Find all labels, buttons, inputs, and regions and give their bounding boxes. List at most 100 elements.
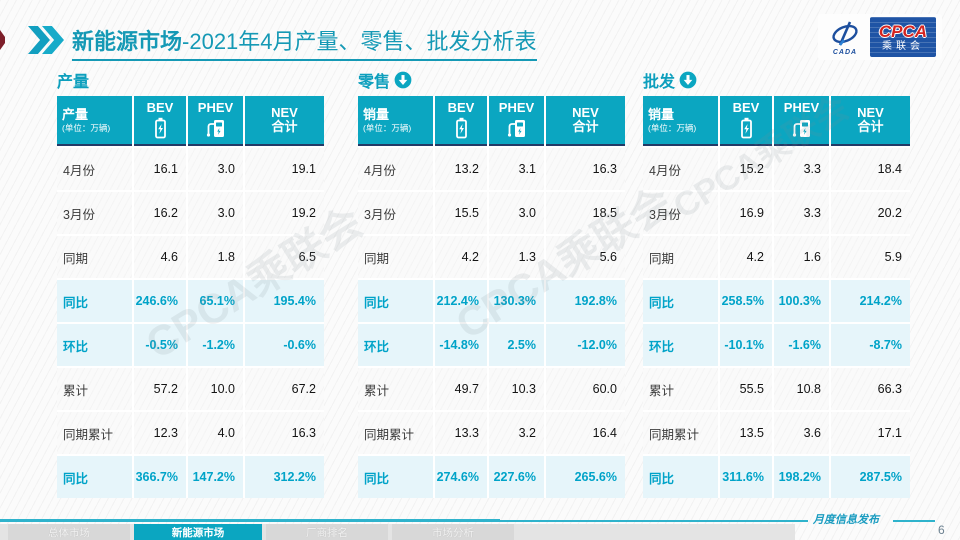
- cell-bev: 49.7: [435, 368, 487, 410]
- row-label: 3月份: [57, 192, 132, 234]
- row-label: 同期累计: [57, 412, 132, 454]
- bev-column-header: BEV: [134, 96, 186, 146]
- battery-icon: [155, 117, 166, 139]
- cell-nev: 16.4: [546, 412, 625, 454]
- cell-bev: -0.5%: [134, 324, 186, 366]
- nev-label-line2: 合计: [271, 119, 298, 134]
- production-section-title: 产量: [57, 68, 324, 92]
- corner-label: 销量: [648, 107, 675, 123]
- tab-market-analysis[interactable]: 市场分析: [392, 524, 514, 540]
- charging-pump-icon: [507, 120, 525, 138]
- section-title-text: 零售: [358, 74, 391, 91]
- phev-column-header: PHEV: [774, 96, 829, 146]
- edge-accent-shape: [0, 30, 5, 50]
- cada-emblem: CADA: [824, 19, 866, 56]
- cell-bev: 258.5%: [720, 280, 772, 322]
- corner-unit: (单位：万辆): [363, 122, 412, 133]
- table-corner-header: 销量 (单位：万辆): [643, 96, 718, 146]
- cell-bev: 274.6%: [435, 456, 487, 498]
- cell-nev: -12.0%: [546, 324, 625, 366]
- tab-oem-ranking[interactable]: 厂商排名: [266, 524, 388, 540]
- nev-column-header: NEV 合计: [546, 96, 625, 146]
- cell-phev: 10.8: [774, 368, 829, 410]
- cell-nev: 16.3: [546, 148, 625, 190]
- row-label: 累计: [57, 368, 132, 410]
- cell-nev: 20.2: [831, 192, 910, 234]
- nev-label-line2: 合计: [857, 119, 884, 134]
- cell-phev: 1.6: [774, 236, 829, 278]
- cell-nev: 5.9: [831, 236, 910, 278]
- nev-label-line1: NEV: [572, 104, 599, 120]
- page-title: 新能源市场-2021年4月产量、零售、批发分析表: [72, 24, 537, 61]
- tab-nev-market[interactable]: 新能源市场: [134, 524, 262, 540]
- cell-nev: 5.6: [546, 236, 625, 278]
- corner-unit: (单位：万辆): [62, 122, 111, 133]
- cell-phev: 3.0: [489, 192, 544, 234]
- row-label: 同期: [643, 236, 718, 278]
- battery-icon: [741, 117, 752, 139]
- nev-label-line2: 合计: [572, 119, 599, 134]
- corner-label: 销量: [363, 107, 390, 123]
- cell-nev: 214.2%: [831, 280, 910, 322]
- swirl-emblem-icon: [832, 20, 858, 46]
- cell-phev: 65.1%: [188, 280, 243, 322]
- row-label: 同比: [643, 456, 718, 498]
- cell-nev: -0.6%: [245, 324, 324, 366]
- retail-table-section: 零售 销量 (单位：万辆) BEV PHEV NEV 合计 4月份 13.2 3.1…: [358, 68, 625, 498]
- cell-bev: 212.4%: [435, 280, 487, 322]
- cell-bev: 16.2: [134, 192, 186, 234]
- cell-phev: 3.2: [489, 412, 544, 454]
- cell-phev: 3.0: [188, 192, 243, 234]
- cell-phev: 3.0: [188, 148, 243, 190]
- double-chevron-icon: [28, 26, 68, 54]
- bev-column-header: BEV: [435, 96, 487, 146]
- section-title-text: 批发: [643, 74, 676, 91]
- wholesale-section-title: 批发: [643, 68, 910, 92]
- tab-overall-market[interactable]: 总体市场: [8, 524, 130, 540]
- cell-nev: 19.1: [245, 148, 324, 190]
- cada-text: CADA: [832, 48, 858, 56]
- row-label: 3月份: [643, 192, 718, 234]
- cell-phev: 147.2%: [188, 456, 243, 498]
- cell-nev: 195.4%: [245, 280, 324, 322]
- cell-phev: 3.6: [774, 412, 829, 454]
- bev-column-header: BEV: [720, 96, 772, 146]
- bev-label: BEV: [146, 99, 174, 115]
- cell-phev: 130.3%: [489, 280, 544, 322]
- cell-nev: 66.3: [831, 368, 910, 410]
- footer-caption: 月度信息发布: [813, 514, 879, 526]
- cell-bev: 12.3: [134, 412, 186, 454]
- phev-label: PHEV: [197, 99, 234, 115]
- cell-nev: 312.2%: [245, 456, 324, 498]
- nev-column-header: NEV 合计: [831, 96, 910, 146]
- retail-table: 销量 (单位：万辆) BEV PHEV NEV 合计 4月份 13.2 3.1 16.…: [358, 96, 625, 498]
- page-number: 6: [938, 523, 945, 537]
- row-label: 4月份: [358, 148, 433, 190]
- corner-label: 产量: [62, 107, 89, 123]
- cell-nev: -8.7%: [831, 324, 910, 366]
- row-label: 同期累计: [643, 412, 718, 454]
- charging-pump-icon: [792, 120, 810, 138]
- row-label: 4月份: [643, 148, 718, 190]
- cell-bev: 311.6%: [720, 456, 772, 498]
- row-label: 3月份: [358, 192, 433, 234]
- row-label: 同期: [358, 236, 433, 278]
- cpca-subtitle: 乘联会: [882, 40, 924, 52]
- cell-bev: 4.6: [134, 236, 186, 278]
- wholesale-table-section: 批发 销量 (单位：万辆) BEV PHEV NEV 合计 4月份 15.2 3.3…: [643, 68, 910, 498]
- cell-phev: 4.0: [188, 412, 243, 454]
- row-label: 同比: [358, 456, 433, 498]
- cell-bev: 366.7%: [134, 456, 186, 498]
- cpca-box: CPCA 乘联会: [870, 17, 936, 57]
- cell-phev: 100.3%: [774, 280, 829, 322]
- cpca-text: CPCA: [878, 21, 928, 41]
- cell-phev: 2.5%: [489, 324, 544, 366]
- down-arrow-circle-icon: [679, 71, 697, 89]
- phev-column-header: PHEV: [489, 96, 544, 146]
- cell-nev: 19.2: [245, 192, 324, 234]
- charging-pump-icon: [206, 120, 224, 138]
- cell-nev: 16.3: [245, 412, 324, 454]
- cell-nev: 17.1: [831, 412, 910, 454]
- row-label: 同比: [643, 280, 718, 322]
- phev-label: PHEV: [498, 99, 535, 115]
